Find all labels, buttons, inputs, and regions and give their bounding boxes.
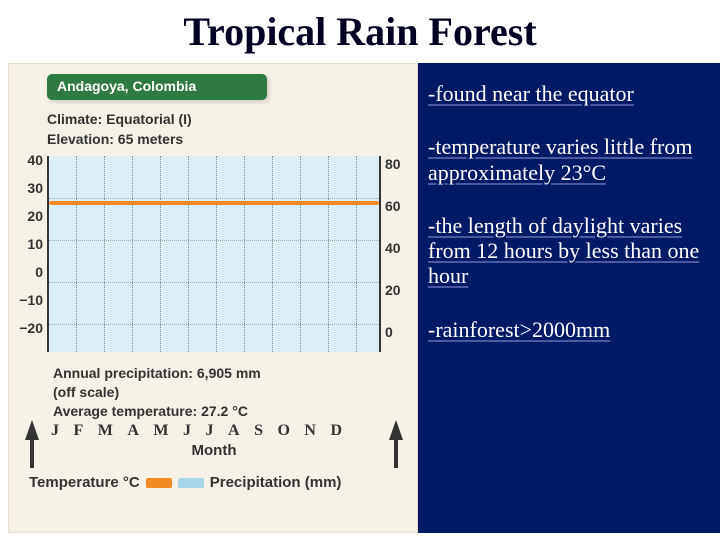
side-panel: -found near the equator -temperature var…	[418, 63, 720, 533]
yright-tick: 80	[385, 156, 411, 172]
figure-legend: Temperature °C Precipitation (mm)	[29, 474, 341, 491]
arrow-up-icon	[389, 420, 403, 440]
yleft-tick: −10	[17, 292, 43, 308]
yright-tick: 60	[385, 198, 411, 214]
month-axis-label: Month	[9, 442, 419, 459]
climograph-figure: Andagoya, Colombia Climate: Equatorial (…	[8, 63, 418, 533]
yleft-tick: −20	[17, 320, 43, 336]
yright-tick: 40	[385, 240, 411, 256]
yright-tick: 0	[385, 324, 411, 340]
bullet-equator: -found near the equator	[428, 81, 714, 106]
month-letters: JFMAMJJASOND	[51, 422, 357, 440]
annual-offscale: (off scale)	[53, 383, 261, 402]
figure-meta: Climate: Equatorial (I) Elevation: 65 me…	[47, 110, 192, 149]
meta-elevation: Elevation: 65 meters	[47, 130, 192, 150]
yleft-tick: 0	[17, 264, 43, 280]
yleft-tick: 10	[17, 236, 43, 252]
annual-stats: Annual precipitation: 6,905 mm (off scal…	[53, 364, 261, 421]
yleft-tick: 30	[17, 180, 43, 196]
temperature-line	[49, 201, 379, 205]
page-title: Tropical Rain Forest	[0, 0, 720, 55]
meta-climate: Climate: Equatorial (I)	[47, 110, 192, 130]
arrow-up-icon	[25, 420, 39, 440]
yleft-tick: 20	[17, 208, 43, 224]
bullet-temperature: -temperature varies little from approxim…	[428, 134, 714, 185]
yleft-tick: 40	[17, 152, 43, 168]
yright-tick: 20	[385, 282, 411, 298]
climograph-chart	[47, 156, 381, 352]
annual-temp: Average temperature: 27.2 °C	[53, 402, 261, 421]
bullet-daylight: -the length of daylight varies from 12 h…	[428, 213, 714, 289]
content-row: Andagoya, Colombia Climate: Equatorial (…	[0, 63, 720, 533]
legend-temp-label: Temperature °C	[29, 474, 140, 491]
legend-precip-label: Precipitation (mm)	[210, 474, 342, 491]
location-banner: Andagoya, Colombia	[47, 74, 267, 100]
precip-swatch	[178, 478, 204, 488]
annual-precip: Annual precipitation: 6,905 mm	[53, 364, 261, 383]
temp-swatch	[146, 478, 172, 488]
bullet-rainfall: -rainforest>2000mm	[428, 317, 714, 342]
